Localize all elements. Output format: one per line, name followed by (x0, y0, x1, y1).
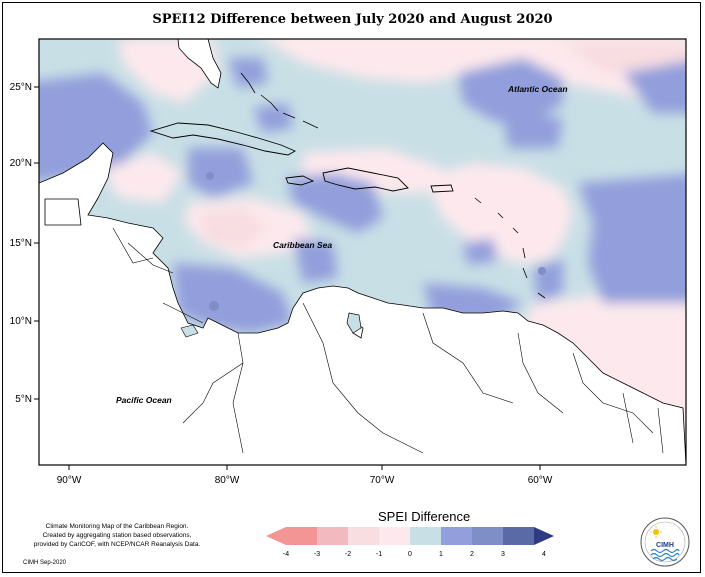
land-masses (39, 39, 686, 465)
label-atlantic-ocean: Atlantic Ocean (507, 84, 568, 94)
cimh-logo: CIMH (640, 517, 690, 567)
legend-tick: 2 (470, 551, 474, 558)
label-pacific-ocean: Pacific Ocean (116, 395, 172, 405)
jamaica (285, 175, 315, 186)
legend-tick: -2 (345, 551, 351, 558)
legend-tick: 0 (408, 551, 412, 558)
x-tick-70w: 70°W (370, 475, 395, 486)
sun-icon (650, 526, 662, 538)
legend-swatch (348, 527, 379, 545)
logo-acronym: CIMH (656, 542, 674, 549)
puerto-rico (430, 184, 454, 193)
label-caribbean-sea: Caribbean Sea (273, 240, 332, 250)
legend-swatch (503, 527, 534, 545)
legend-arrow-right (534, 527, 554, 545)
legend-colorbar: -4 -3 -2 -1 0 1 2 3 4 (266, 527, 554, 558)
legend-swatch (472, 527, 503, 545)
waves-icon (650, 548, 680, 562)
legend-swatch (317, 527, 348, 545)
map-canvas: 90°W 80°W 70°W 60°W 25°N 20°N 15°N 10°N … (10, 38, 687, 558)
spei-difference-field (39, 39, 686, 465)
y-tick-25n: 25°N (10, 82, 32, 93)
y-axis: 25°N 20°N 15°N 10°N 5°N (10, 82, 39, 405)
cuba (149, 122, 297, 156)
hispaniola (322, 167, 409, 192)
map-title: SPEI12 Difference between July 2020 and … (152, 12, 553, 27)
legend-swatch (286, 527, 317, 545)
y-tick-20n: 20°N (10, 158, 32, 169)
y-tick-5n: 5°N (15, 394, 32, 405)
credits-line: Climate Monitoring Map of the Caribbean … (45, 523, 189, 530)
island-chains (240, 72, 546, 339)
legend-tick: 3 (501, 551, 505, 558)
legend-title: SPEI Difference (378, 509, 471, 524)
credits-line: Created by aggregating station based obs… (42, 532, 192, 539)
x-tick-80w: 80°W (215, 475, 240, 486)
map-credits: Climate Monitoring Map of the Caribbean … (17, 522, 217, 549)
map-border (38, 38, 687, 466)
legend-swatch (441, 527, 472, 545)
org-stamp: CIMH Sep-2020 (23, 560, 67, 566)
x-tick-60w: 60°W (528, 475, 553, 486)
y-tick-10n: 10°N (10, 316, 32, 327)
legend-tick: 1 (439, 551, 443, 558)
legend-arrow-left (266, 527, 286, 545)
y-tick-15n: 15°N (10, 238, 32, 249)
legend-tick: -3 (314, 551, 320, 558)
legend-tick: -1 (376, 551, 382, 558)
legend-swatch (379, 527, 410, 545)
legend-tick: -4 (283, 551, 289, 558)
lake-maracaibo (346, 312, 362, 334)
x-tick-90w: 90°W (57, 475, 82, 486)
lake-nicaragua (180, 324, 199, 338)
legend-tick: 4 (542, 551, 546, 558)
country-borders (112, 227, 664, 454)
legend-swatch (410, 527, 441, 545)
x-axis: 90°W 80°W 70°W 60°W (57, 465, 553, 486)
credits-line: provided by CariCOF, with NCEP/NCAR Rean… (33, 541, 201, 548)
